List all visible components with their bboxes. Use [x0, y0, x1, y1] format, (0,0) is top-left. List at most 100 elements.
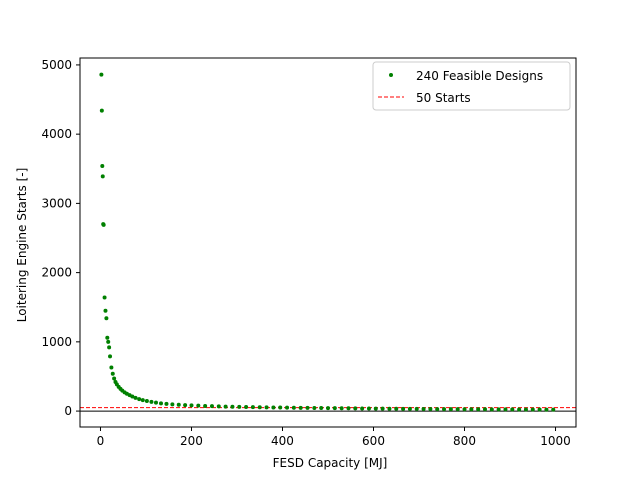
data-point: [112, 376, 117, 381]
data-point: [100, 174, 105, 179]
data-point: [257, 405, 262, 410]
data-point: [102, 295, 107, 300]
x-tick-label: 200: [180, 434, 203, 448]
data-point: [339, 406, 344, 411]
y-tick-label: 0: [64, 404, 72, 418]
data-point: [414, 406, 419, 411]
data-point: [326, 406, 330, 411]
data-point: [387, 406, 392, 411]
data-point: [291, 405, 296, 410]
data-point: [366, 406, 371, 411]
legend-box: [372, 61, 571, 111]
data-point: [99, 72, 104, 77]
data-point: [244, 404, 249, 409]
data-point: [137, 397, 142, 402]
data-point: [537, 407, 542, 412]
data-point: [203, 403, 208, 408]
data-point: [482, 407, 487, 412]
data-point: [109, 365, 114, 370]
data-point: [523, 407, 528, 412]
data-point: [435, 407, 440, 412]
data-point: [380, 406, 385, 411]
data-point: [332, 406, 337, 411]
data-point: [319, 406, 324, 411]
legend: 240 Feasible Designs 50 Starts: [372, 61, 571, 111]
legend-marker-feasible: [389, 73, 393, 77]
data-point: [264, 405, 269, 410]
data-point: [462, 407, 467, 412]
plot-area: [80, 72, 576, 412]
data-point: [285, 405, 290, 410]
x-tick-label: 400: [271, 434, 294, 448]
data-point: [271, 405, 276, 410]
legend-label-feasible: 240 Feasible Designs: [416, 69, 543, 83]
x-tick-label: 600: [362, 434, 385, 448]
data-point: [196, 403, 201, 408]
data-point: [176, 402, 181, 407]
x-axis-label: FESD Capacity [MJ]: [273, 456, 388, 470]
x-tick-label: 800: [453, 434, 476, 448]
data-point: [237, 404, 242, 409]
data-point: [230, 404, 235, 409]
data-point: [421, 407, 426, 411]
data-point: [158, 401, 163, 406]
data-point: [530, 407, 535, 412]
data-point: [144, 399, 149, 404]
data-point: [298, 405, 303, 410]
data-point: [149, 399, 154, 404]
data-point: [100, 164, 105, 168]
data-point: [503, 407, 508, 412]
data-point: [153, 400, 158, 405]
data-point: [373, 406, 378, 411]
data-point: [476, 407, 481, 412]
data-point: [428, 407, 433, 411]
data-point: [130, 394, 135, 399]
y-tick-label: 1000: [41, 335, 72, 349]
data-point: [510, 407, 515, 412]
data-point: [107, 345, 112, 350]
axes: 0 200 400 600 800 1000 0 1000 2000 3000 4000 5000: [41, 57, 577, 448]
data-point: [305, 405, 310, 410]
data-point: [164, 401, 169, 406]
data-point: [99, 108, 104, 113]
data-point: [216, 404, 221, 409]
data-point: [183, 403, 188, 408]
data-point: [189, 403, 194, 408]
y-tick-label: 2000: [41, 266, 72, 280]
data-point: [209, 404, 214, 409]
data-point: [469, 407, 474, 412]
data-point: [544, 407, 549, 412]
data-point: [133, 395, 138, 400]
data-point: [278, 405, 283, 410]
y-tick-label: 5000: [41, 58, 72, 72]
data-point: [250, 405, 255, 410]
data-point: [140, 398, 145, 403]
data-point: [551, 407, 556, 412]
data-point: [442, 407, 447, 412]
data-point: [104, 316, 109, 321]
data-point: [108, 354, 113, 359]
data-point: [106, 339, 111, 344]
data-point: [407, 406, 412, 411]
data-point: [455, 407, 460, 412]
data-point: [103, 308, 108, 313]
x-tick-label: 0: [97, 434, 105, 448]
legend-label-fifty-starts: 50 Starts: [416, 91, 471, 105]
x-tick-label: 1000: [540, 434, 571, 448]
data-point: [401, 406, 406, 411]
data-point: [223, 404, 228, 409]
y-tick-label: 4000: [41, 127, 72, 141]
data-point: [394, 406, 399, 411]
data-point: [353, 406, 358, 411]
axes-frame: [79, 57, 577, 428]
data-point: [101, 222, 106, 227]
data-point: [496, 407, 501, 412]
data-point: [489, 407, 494, 412]
data-point: [170, 402, 175, 407]
data-point: [346, 406, 351, 411]
y-axis-label: Loitering Engine Starts [-]: [15, 168, 29, 323]
data-point: [110, 371, 115, 376]
data-point: [105, 335, 110, 340]
data-point: [360, 406, 365, 411]
